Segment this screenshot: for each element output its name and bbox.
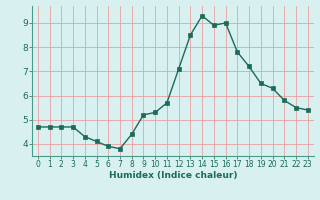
X-axis label: Humidex (Indice chaleur): Humidex (Indice chaleur) — [108, 171, 237, 180]
